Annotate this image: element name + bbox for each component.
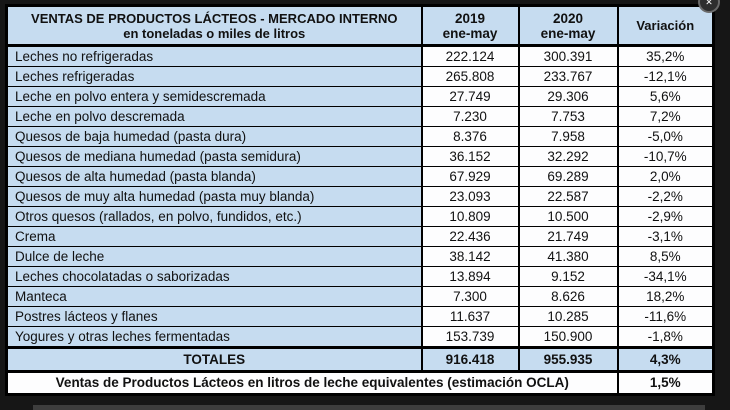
totals-2019-cell: 916.418 <box>420 346 520 373</box>
dairy-sales-table-wrap: VENTAS DE PRODUCTOS LÁCTEOS - MERCADO IN… <box>5 4 715 396</box>
col-header-variation-label: Variación <box>636 18 695 33</box>
table-title: VENTAS DE PRODUCTOS LÁCTEOS - MERCADO IN… <box>5 5 423 47</box>
variation-cell: -2,2% <box>616 186 715 207</box>
window-edge-strip <box>33 405 705 410</box>
product-cell: Manteca <box>5 286 423 307</box>
value-2019-cell: 222.124 <box>420 45 520 67</box>
product-cell: Leche en polvo descremada <box>5 106 423 127</box>
variation-cell: -34,1% <box>616 266 715 287</box>
value-2020-cell: 9.152 <box>517 266 619 287</box>
product-cell: Quesos de baja humedad (pasta dura) <box>5 126 423 147</box>
value-2020-cell: 69.289 <box>517 166 619 187</box>
value-2019-cell: 13.894 <box>420 266 520 287</box>
col-header-2020-year: 2020 <box>552 10 584 26</box>
value-2020-cell: 21.749 <box>517 226 619 247</box>
value-2020-cell: 150.900 <box>517 326 619 348</box>
product-cell: Crema <box>5 226 423 247</box>
table-row: Yogures y otras leches fermentadas 153.73… <box>5 326 715 348</box>
table-row: Leches chocolatadas o saborizadas 13.894 9… <box>5 266 715 287</box>
value-2019-cell: 8.376 <box>420 126 520 147</box>
table-row: Manteca 7.300 8.626 18,2% <box>5 286 715 307</box>
table-row: Postres lácteos y flanes 11.637 10.285 -11,… <box>5 306 715 327</box>
table-row: Quesos de muy alta humedad (pasta muy bl… <box>5 186 715 207</box>
col-header-2019-year: 2019 <box>454 10 486 26</box>
value-2019-cell: 38.142 <box>420 246 520 267</box>
table-title-line2: en toneladas o miles de litros <box>123 25 306 41</box>
product-cell: Dulce de leche <box>5 246 423 267</box>
variation-cell: 7,2% <box>616 106 715 127</box>
col-header-variation: Variación <box>616 5 715 47</box>
table-row: Leches refrigeradas 265.808 233.767 -12,1% <box>5 66 715 87</box>
value-2019-cell: 7.300 <box>420 286 520 307</box>
table-row: Quesos de mediana humedad (pasta semidur… <box>5 146 715 167</box>
variation-cell: -2,9% <box>616 206 715 227</box>
totals-label-cell: TOTALES <box>5 346 423 373</box>
variation-cell: 8,5% <box>616 246 715 267</box>
value-2020-cell: 8.626 <box>517 286 619 307</box>
value-2020-cell: 233.767 <box>517 66 619 87</box>
col-header-2020-period: ene-may <box>540 25 596 41</box>
dairy-sales-table: VENTAS DE PRODUCTOS LÁCTEOS - MERCADO IN… <box>5 4 715 396</box>
variation-cell: -10,7% <box>616 146 715 167</box>
value-2020-cell: 10.285 <box>517 306 619 327</box>
product-cell: Otros quesos (rallados, en polvo, fundid… <box>5 206 423 227</box>
totals-row: TOTALES 916.418 955.935 4,3% <box>5 346 715 373</box>
value-2019-cell: 67.929 <box>420 166 520 187</box>
footer-row: Ventas de Productos Lácteos en litros de… <box>5 370 715 395</box>
col-header-2019-period: ene-may <box>442 25 498 41</box>
product-cell: Leche en polvo entera y semidescremada <box>5 86 423 107</box>
value-2019-cell: 11.637 <box>420 306 520 327</box>
value-2020-cell: 32.292 <box>517 146 619 167</box>
product-cell: Leches no refrigeradas <box>5 45 423 67</box>
table-row: Quesos de baja humedad (pasta dura) 8.376… <box>5 126 715 147</box>
variation-cell: 2,0% <box>616 166 715 187</box>
table-row: Quesos de alta humedad (pasta blanda) 67.… <box>5 166 715 187</box>
variation-cell: 18,2% <box>616 286 715 307</box>
variation-cell: -1,8% <box>616 326 715 348</box>
product-cell: Quesos de muy alta humedad (pasta muy bl… <box>5 186 423 207</box>
value-2020-cell: 7.958 <box>517 126 619 147</box>
product-cell: Postres lácteos y flanes <box>5 306 423 327</box>
totals-2020-cell: 955.935 <box>517 346 619 373</box>
variation-cell: -3,1% <box>616 226 715 247</box>
product-cell: Quesos de alta humedad (pasta blanda) <box>5 166 423 187</box>
variation-cell: 5,6% <box>616 86 715 107</box>
product-cell: Quesos de mediana humedad (pasta semidur… <box>5 146 423 167</box>
variation-cell: -11,6% <box>616 306 715 327</box>
header-row: VENTAS DE PRODUCTOS LÁCTEOS - MERCADO IN… <box>5 5 715 47</box>
value-2019-cell: 10.809 <box>420 206 520 227</box>
table-row: Otros quesos (rallados, en polvo, fundid… <box>5 206 715 227</box>
table-row: Leche en polvo descremada 7.230 7.753 7,2% <box>5 106 715 127</box>
footer-variation-cell: 1,5% <box>616 370 715 395</box>
value-2020-cell: 29.306 <box>517 86 619 107</box>
product-cell: Leches refrigeradas <box>5 66 423 87</box>
table-row: Leches no refrigeradas 222.124 300.391 35,2… <box>5 45 715 67</box>
totals-variation-cell: 4,3% <box>616 346 715 373</box>
table-title-line1: VENTAS DE PRODUCTOS LÁCTEOS - MERCADO IN… <box>31 10 398 26</box>
col-header-2020: 2020 ene-may <box>517 5 619 47</box>
value-2019-cell: 27.749 <box>420 86 520 107</box>
variation-cell: -12,1% <box>616 66 715 87</box>
close-icon[interactable]: ✕ <box>698 0 720 13</box>
footer-label-cell: Ventas de Productos Lácteos en litros de… <box>5 370 619 395</box>
table-row: Leche en polvo entera y semidescremada 27… <box>5 86 715 107</box>
value-2020-cell: 10.500 <box>517 206 619 227</box>
value-2020-cell: 7.753 <box>517 106 619 127</box>
variation-cell: 35,2% <box>616 45 715 67</box>
value-2020-cell: 41.380 <box>517 246 619 267</box>
variation-cell: -5,0% <box>616 126 715 147</box>
col-header-2019: 2019 ene-may <box>420 5 520 47</box>
table-row: Crema 22.436 21.749 -3,1% <box>5 226 715 247</box>
product-cell: Yogures y otras leches fermentadas <box>5 326 423 348</box>
value-2020-cell: 22.587 <box>517 186 619 207</box>
value-2020-cell: 300.391 <box>517 45 619 67</box>
product-cell: Leches chocolatadas o saborizadas <box>5 266 423 287</box>
table-row: Dulce de leche 38.142 41.380 8,5% <box>5 246 715 267</box>
value-2019-cell: 22.436 <box>420 226 520 247</box>
value-2019-cell: 153.739 <box>420 326 520 348</box>
value-2019-cell: 265.808 <box>420 66 520 87</box>
value-2019-cell: 23.093 <box>420 186 520 207</box>
value-2019-cell: 36.152 <box>420 146 520 167</box>
value-2019-cell: 7.230 <box>420 106 520 127</box>
